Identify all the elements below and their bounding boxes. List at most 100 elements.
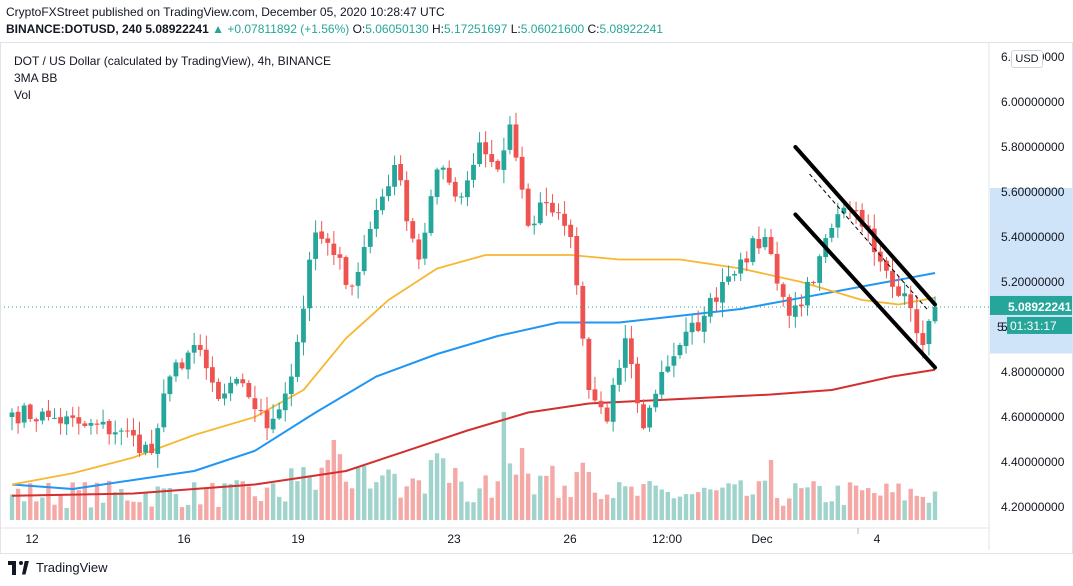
candle-body bbox=[88, 423, 94, 426]
candle-body bbox=[185, 352, 191, 370]
candle-body bbox=[70, 415, 76, 418]
currency-button[interactable]: USD bbox=[1011, 50, 1043, 68]
volume-bar bbox=[829, 501, 834, 520]
candle-body bbox=[337, 254, 343, 258]
volume-bar bbox=[513, 474, 519, 520]
volume-bar bbox=[167, 488, 173, 520]
volume-bar bbox=[677, 496, 683, 520]
y-tick-label: 6.00000000 bbox=[1001, 95, 1065, 109]
candle-body bbox=[713, 297, 719, 302]
volume-bar bbox=[392, 473, 397, 520]
y-tick-label: 5.40000000 bbox=[1001, 230, 1065, 244]
candle-body bbox=[477, 142, 482, 165]
volume-bar bbox=[866, 488, 871, 520]
candle-body bbox=[240, 379, 246, 384]
volume-bar bbox=[125, 500, 130, 520]
open-value: 5.06050130 bbox=[365, 22, 429, 36]
candle-body bbox=[683, 331, 689, 347]
candle-body bbox=[258, 410, 264, 412]
volume-bar bbox=[592, 492, 598, 520]
candle-body bbox=[380, 196, 385, 211]
legend-indicator-vol[interactable]: Vol bbox=[14, 88, 31, 102]
candle-body bbox=[817, 256, 823, 283]
volume-bar bbox=[191, 482, 197, 520]
candle-body bbox=[799, 304, 804, 307]
volume-bar bbox=[817, 485, 822, 520]
y-tick-label: 5.80000000 bbox=[1001, 140, 1065, 154]
volume-bar bbox=[726, 483, 731, 520]
candle-body bbox=[792, 305, 798, 317]
candle-body bbox=[829, 228, 835, 238]
volume-bar bbox=[932, 491, 938, 520]
candle-body bbox=[908, 294, 914, 309]
x-tick-label: 4 bbox=[874, 532, 881, 546]
price-tag-value: 5.08922241 bbox=[1008, 300, 1072, 314]
volume-bar bbox=[641, 484, 646, 520]
change-value: +0.07811892 (+1.56%) bbox=[227, 22, 350, 36]
candle-body bbox=[179, 362, 185, 369]
candle-body bbox=[319, 231, 325, 239]
candle-body bbox=[234, 378, 240, 384]
volume-bar bbox=[525, 473, 531, 520]
volume-bar bbox=[823, 502, 828, 520]
legend-indicator-bb[interactable]: 3MA BB bbox=[14, 71, 58, 85]
price-tag-partial-label: 5. bbox=[997, 320, 1007, 334]
volume-bar bbox=[410, 478, 415, 520]
chart-area[interactable]: 6.200000006.000000005.800000005.60000000… bbox=[0, 42, 1073, 554]
volume-bar bbox=[756, 481, 762, 520]
candle-body bbox=[167, 376, 173, 395]
volume-bar bbox=[9, 494, 15, 520]
volume-bar bbox=[671, 498, 677, 520]
volume-bar bbox=[325, 459, 330, 520]
volume-bar bbox=[228, 483, 233, 520]
chart-legend: DOT / US Dollar (calculated by TradingVi… bbox=[14, 53, 331, 104]
ma-slow-line bbox=[11, 368, 936, 497]
volume-bar bbox=[926, 502, 932, 520]
volume-bar bbox=[714, 490, 719, 520]
volume-bar bbox=[222, 483, 227, 520]
candle-body bbox=[33, 419, 39, 422]
candle-body bbox=[246, 382, 252, 398]
volume-bar bbox=[878, 495, 883, 520]
candle-body bbox=[216, 381, 221, 399]
volume-bar bbox=[216, 506, 221, 520]
volume-bar bbox=[398, 497, 403, 520]
volume-bar bbox=[161, 488, 167, 520]
channel-upper-line bbox=[793, 145, 937, 307]
volume-bar bbox=[708, 489, 713, 520]
volume-bar bbox=[744, 495, 749, 520]
candle-body bbox=[313, 232, 319, 259]
volume-bar bbox=[884, 483, 889, 520]
volume-bar bbox=[550, 465, 555, 520]
candle-body bbox=[884, 260, 889, 271]
candle-body bbox=[835, 214, 841, 228]
candle-body bbox=[228, 382, 234, 394]
candle-body bbox=[422, 232, 428, 259]
volume-bar bbox=[872, 492, 877, 520]
volume-bar bbox=[64, 507, 69, 520]
candle-body bbox=[926, 320, 932, 345]
candle-body bbox=[392, 165, 397, 187]
volume-bar bbox=[738, 480, 743, 520]
volume-bar bbox=[337, 454, 343, 520]
candle-body bbox=[349, 285, 355, 287]
candle-body bbox=[222, 393, 227, 399]
candle-body bbox=[404, 180, 410, 222]
volume-bar bbox=[307, 475, 312, 520]
candlestick-chart[interactable]: 6.200000006.000000005.800000005.60000000… bbox=[0, 42, 1073, 554]
candle-body bbox=[677, 345, 683, 356]
volume-bar bbox=[143, 492, 148, 520]
volume-bar bbox=[787, 498, 792, 520]
candle-body bbox=[471, 164, 476, 180]
volume-bar bbox=[483, 475, 488, 520]
candle-body bbox=[416, 239, 422, 260]
candle-body bbox=[137, 434, 142, 454]
footer-brand: TradingView bbox=[36, 560, 108, 575]
candle-body bbox=[750, 238, 756, 263]
y-tick-label: 4.60000000 bbox=[1001, 410, 1065, 424]
candle-body bbox=[39, 411, 45, 421]
candle-body bbox=[616, 368, 622, 385]
candle-body bbox=[780, 284, 786, 297]
volume-bar bbox=[768, 460, 774, 520]
candle-body bbox=[890, 270, 895, 287]
